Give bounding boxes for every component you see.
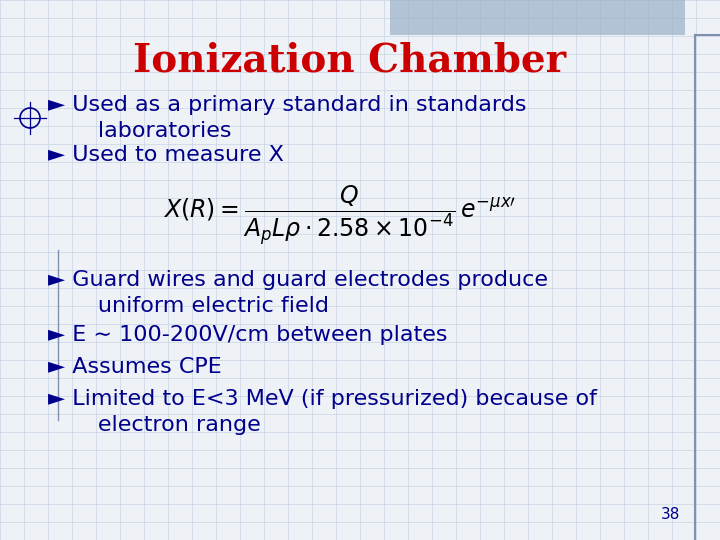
Text: ► Used to measure X: ► Used to measure X	[48, 145, 284, 165]
Text: Ionization Chamber: Ionization Chamber	[133, 42, 567, 80]
Text: ► Guard wires and guard electrodes produce
       uniform electric field: ► Guard wires and guard electrodes produ…	[48, 270, 548, 315]
Bar	[390, 0, 685, 35]
Text: ► Used as a primary standard in standards
       laboratories: ► Used as a primary standard in standard…	[48, 95, 526, 140]
Text: ► E ∼ 100-200V/cm between plates: ► E ∼ 100-200V/cm between plates	[48, 325, 448, 345]
Text: $X(R)=\dfrac{Q}{A_p L\rho\cdot 2.58\times 10^{-4}}\,e^{-\mu x\prime}$: $X(R)=\dfrac{Q}{A_p L\rho\cdot 2.58\time…	[163, 185, 517, 248]
Text: ► Limited to E<3 MeV (if pressurized) because of
       electron range: ► Limited to E<3 MeV (if pressurized) be…	[48, 389, 597, 435]
Text: 38: 38	[660, 507, 680, 522]
Text: ► Assumes CPE: ► Assumes CPE	[48, 357, 222, 377]
